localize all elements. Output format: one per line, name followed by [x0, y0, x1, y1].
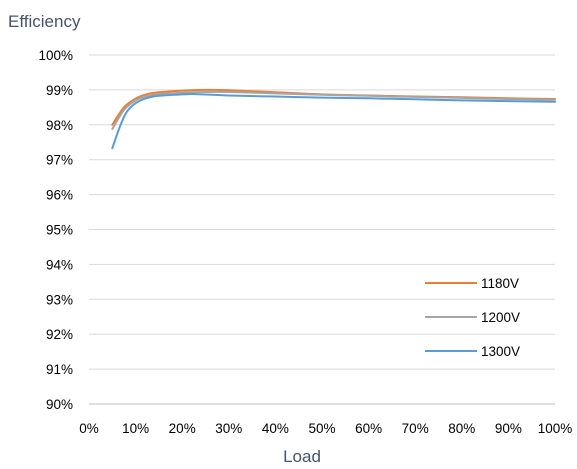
- y-tick-labels: 90% 91% 92% 93% 94% 95% 96% 97% 98% 99% 100%: [38, 48, 73, 412]
- x-tick-label: 50%: [308, 421, 335, 436]
- legend-label-1180V: 1180V: [481, 276, 519, 291]
- y-tick-label: 95%: [46, 223, 73, 238]
- x-tick-label: 30%: [215, 421, 242, 436]
- y-tick-label: 100%: [38, 48, 73, 63]
- x-axis-title: Load: [283, 447, 321, 466]
- y-tick-label: 97%: [46, 153, 73, 168]
- x-tick-label: 20%: [169, 421, 196, 436]
- x-tick-label: 40%: [262, 421, 289, 436]
- x-tick-label: 90%: [495, 421, 522, 436]
- series-line-1300V: [111, 93, 556, 150]
- y-tick-label: 91%: [46, 362, 73, 377]
- x-tick-label: 0%: [79, 421, 99, 436]
- series-lines: [111, 88, 556, 150]
- x-tick-label: 80%: [448, 421, 475, 436]
- gridlines: [89, 54, 555, 405]
- legend-label-1200V: 1200V: [481, 310, 520, 325]
- legend-label-1300V: 1300V: [481, 344, 520, 359]
- series-line-1200V: [111, 90, 556, 130]
- x-tick-label: 100%: [538, 421, 573, 436]
- y-tick-label: 96%: [46, 188, 73, 203]
- y-axis-title: Efficiency: [8, 12, 81, 31]
- x-tick-labels: 0% 10% 20% 30% 40% 50% 60% 70% 80% 90% 100%: [79, 421, 572, 436]
- y-tick-label: 92%: [46, 327, 73, 342]
- x-tick-label: 60%: [355, 421, 382, 436]
- x-tick-label: 10%: [122, 421, 149, 436]
- legend: 1180V 1200V 1300V: [425, 276, 520, 359]
- y-tick-label: 99%: [46, 83, 73, 98]
- x-tick-label: 70%: [402, 421, 429, 436]
- y-tick-label: 90%: [46, 397, 73, 412]
- y-tick-label: 94%: [46, 257, 73, 272]
- y-tick-label: 93%: [46, 292, 73, 307]
- y-tick-label: 98%: [46, 118, 73, 133]
